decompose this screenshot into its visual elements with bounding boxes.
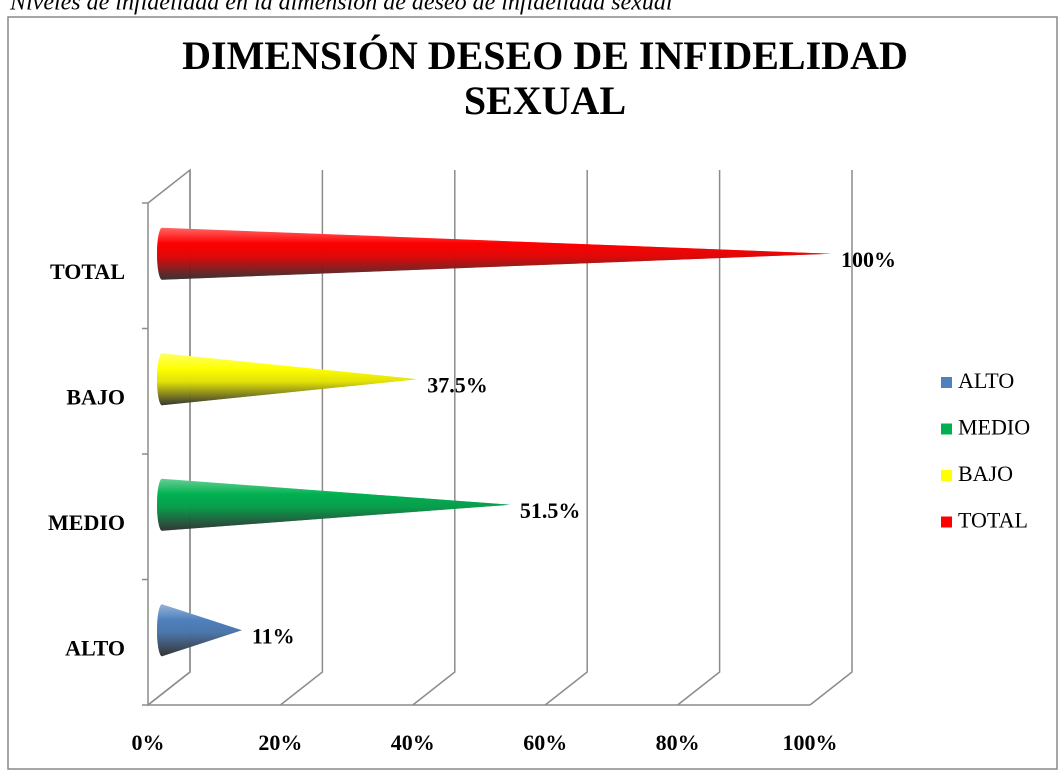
caption: Niveles de infidelidad en la dimensión d… (9, 0, 673, 16)
y-tick-label: MEDIO (48, 510, 125, 535)
x-tick-label: 0% (132, 730, 165, 755)
legend-swatch (941, 470, 952, 481)
legend-label: ALTO (958, 368, 1014, 393)
x-tick-label: 60% (523, 730, 567, 755)
grid-line (677, 170, 721, 706)
value-label: 11% (252, 623, 295, 648)
cone-shade (157, 227, 831, 280)
chart-border (7, 16, 1058, 770)
y-tick-label: BAJO (66, 384, 125, 409)
legend-swatch (941, 516, 952, 528)
legend-swatch (941, 423, 952, 435)
x-tick-label: 80% (656, 730, 700, 755)
legend-label: TOTAL (958, 508, 1028, 533)
value-label: 100% (841, 247, 896, 272)
cone-shade (157, 478, 510, 531)
legend-label: BAJO (958, 461, 1013, 486)
grid-line (147, 170, 191, 706)
x-tick-label: 100% (783, 730, 838, 755)
chart-title: SEXUAL (464, 78, 626, 123)
grid-line (279, 170, 324, 706)
grid-line (809, 170, 853, 706)
cone-shade (157, 604, 242, 657)
y-tick-label: TOTAL (50, 259, 125, 284)
cone-shade (157, 353, 418, 406)
grid-line (544, 170, 588, 706)
value-label: 51.5% (520, 498, 581, 523)
x-tick-label: 40% (391, 730, 435, 755)
legend-label: MEDIO (958, 415, 1030, 440)
y-tick-label: ALTO (65, 635, 125, 660)
x-tick-label: 20% (258, 730, 302, 755)
legend-swatch (941, 377, 952, 388)
grid-line (412, 170, 456, 706)
chart-title: DIMENSIÓN DESEO DE INFIDELIDAD (182, 33, 908, 78)
value-label: 37.5% (427, 372, 488, 397)
